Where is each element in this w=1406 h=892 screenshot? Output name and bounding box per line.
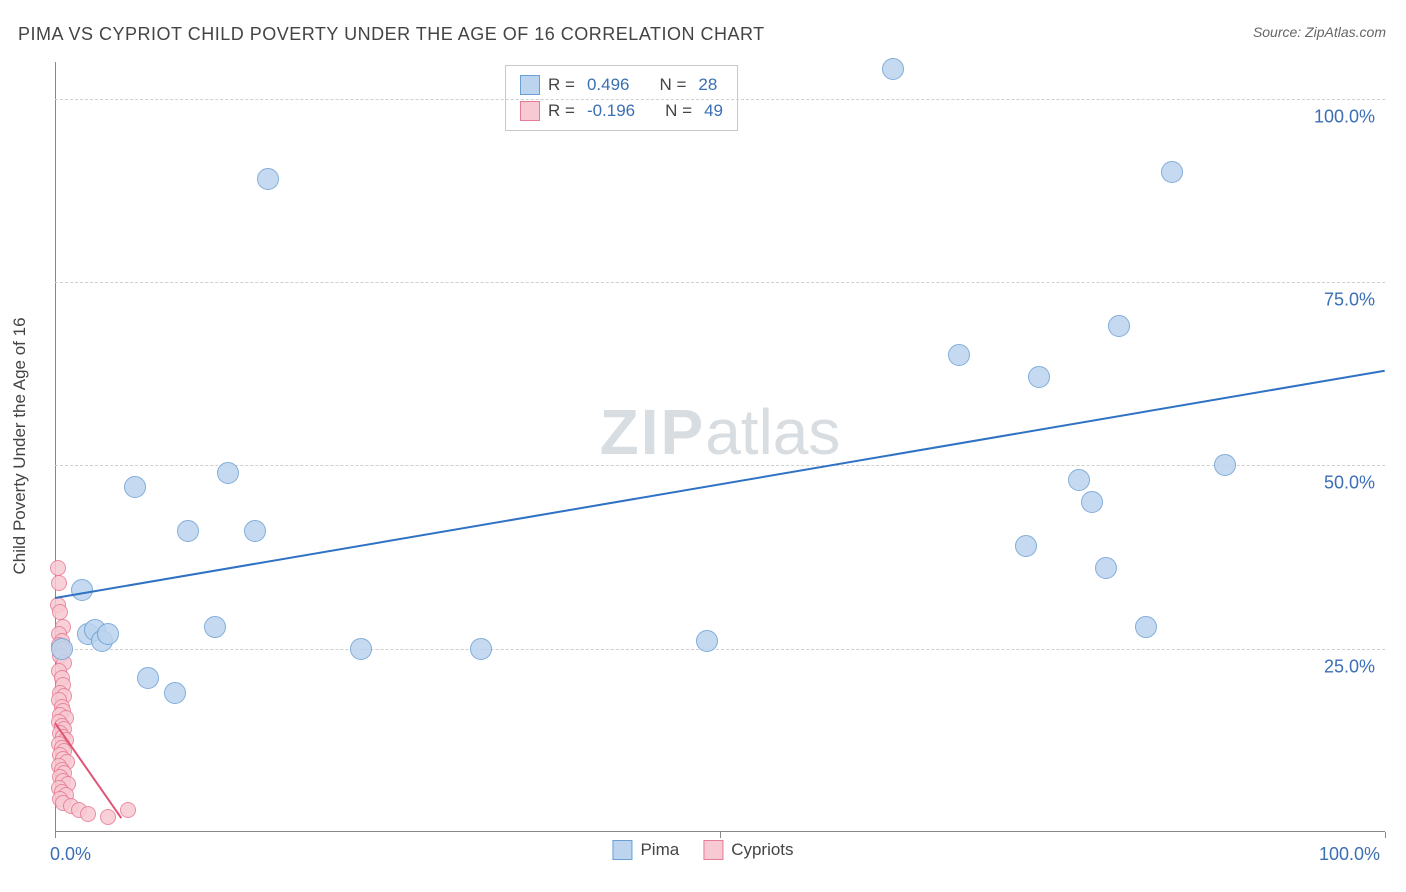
pima-point (51, 638, 73, 660)
x-tick-mark (55, 832, 56, 838)
series-legend: Pima Cypriots (612, 840, 793, 860)
pima-label: Pima (640, 840, 679, 860)
r-label: R = (548, 75, 575, 95)
trendline (55, 370, 1385, 599)
pima-point (1214, 454, 1236, 476)
cypriots-point (100, 809, 116, 825)
watermark-zip: ZIP (600, 396, 706, 468)
gridline (55, 282, 1385, 283)
cypriots-point (50, 560, 66, 576)
pima-swatch-icon (520, 75, 540, 95)
source-attribution: Source: ZipAtlas.com (1253, 24, 1386, 40)
pima-n-value: 28 (698, 75, 717, 95)
pima-point (177, 520, 199, 542)
cypriots-r-value: -0.196 (587, 101, 635, 121)
watermark: ZIPatlas (600, 395, 841, 469)
pima-point (1095, 557, 1117, 579)
n-label: N = (659, 75, 686, 95)
y-tick-label: 50.0% (1324, 473, 1375, 494)
pima-point (1108, 315, 1130, 337)
pima-point (1135, 616, 1157, 638)
legend-item-pima: Pima (612, 840, 679, 860)
legend-item-cypriots: Cypriots (703, 840, 793, 860)
cypriots-n-value: 49 (704, 101, 723, 121)
y-tick-label: 25.0% (1324, 656, 1375, 677)
pima-point (1028, 366, 1050, 388)
x-tick-label: 100.0% (1319, 844, 1380, 865)
cypriots-point (120, 802, 136, 818)
pima-r-value: 0.496 (587, 75, 630, 95)
y-tick-label: 75.0% (1324, 290, 1375, 311)
cypriots-point (52, 604, 68, 620)
pima-point (350, 638, 372, 660)
n-label: N = (665, 101, 692, 121)
pima-point (696, 630, 718, 652)
x-tick-mark (720, 832, 721, 838)
y-tick-label: 100.0% (1314, 106, 1375, 127)
r-label: R = (548, 101, 575, 121)
cypriots-point (51, 575, 67, 591)
x-tick-mark (1385, 832, 1386, 838)
cypriots-swatch-icon (520, 101, 540, 121)
x-tick-label: 0.0% (50, 844, 91, 865)
pima-point (1068, 469, 1090, 491)
pima-point (217, 462, 239, 484)
gridline (55, 99, 1385, 100)
pima-swatch-icon (612, 840, 632, 860)
pima-point (882, 58, 904, 80)
legend-row-cypriots: R = -0.196 N = 49 (520, 98, 723, 124)
pima-point (257, 168, 279, 190)
pima-point (204, 616, 226, 638)
gridline (55, 465, 1385, 466)
chart-title: PIMA VS CYPRIOT CHILD POVERTY UNDER THE … (18, 24, 765, 45)
pima-point (948, 344, 970, 366)
cypriots-point (80, 806, 96, 822)
legend-row-pima: R = 0.496 N = 28 (520, 72, 723, 98)
y-axis-label: Child Poverty Under the Age of 16 (10, 317, 30, 574)
pima-point (124, 476, 146, 498)
pima-point (1081, 491, 1103, 513)
cypriots-label: Cypriots (731, 840, 793, 860)
pima-point (1015, 535, 1037, 557)
cypriots-swatch-icon (703, 840, 723, 860)
pima-point (164, 682, 186, 704)
pima-point (1161, 161, 1183, 183)
pima-point (97, 623, 119, 645)
gridline (55, 649, 1385, 650)
watermark-atlas: atlas (705, 396, 840, 468)
chart-plot-area: ZIPatlas R = 0.496 N = 28 R = -0.196 N =… (55, 62, 1385, 832)
pima-point (470, 638, 492, 660)
pima-point (244, 520, 266, 542)
pima-point (137, 667, 159, 689)
